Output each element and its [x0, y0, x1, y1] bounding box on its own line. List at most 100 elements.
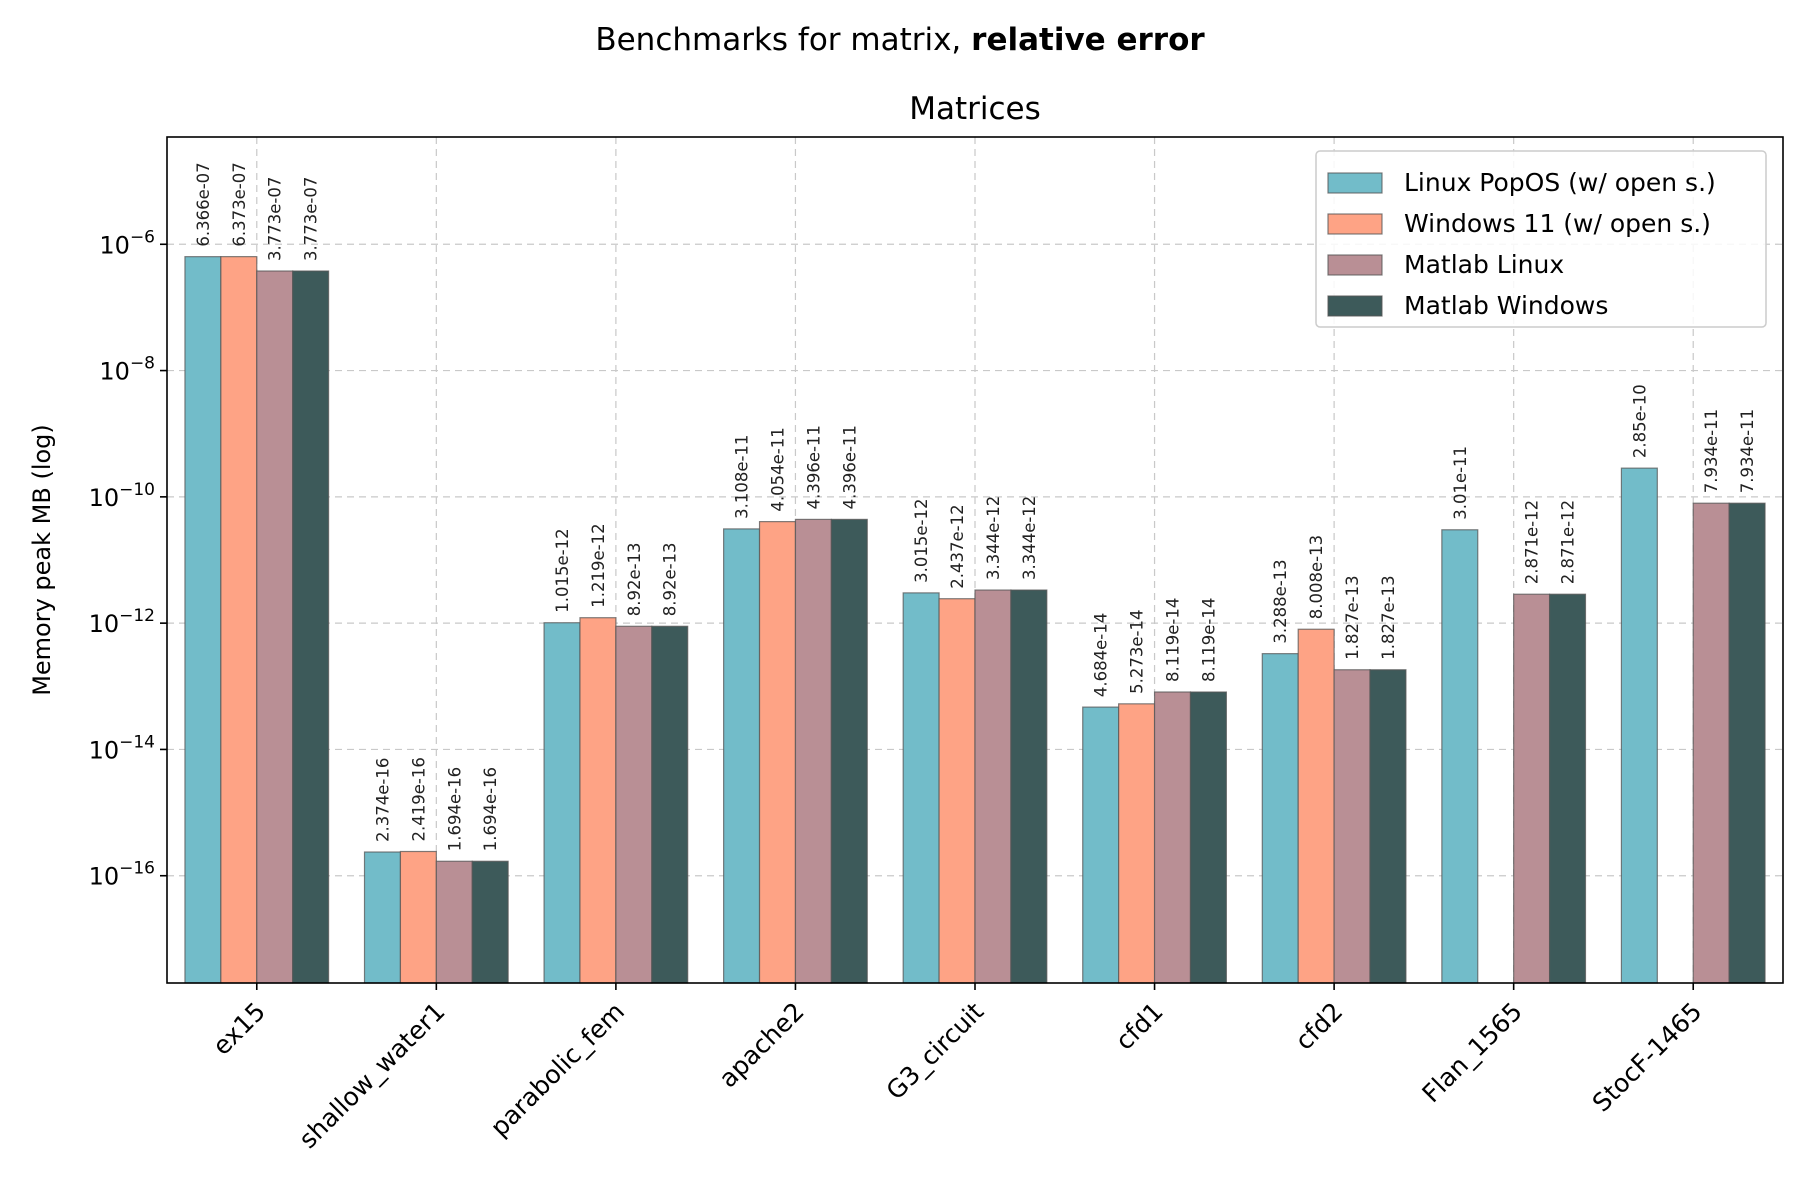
bar	[651, 625, 689, 984]
data-label: 4.054e-11	[768, 427, 787, 511]
bar	[758, 521, 797, 984]
data-label: 1.827e-13	[1379, 575, 1398, 659]
data-label: 1.827e-13	[1343, 575, 1362, 659]
bar	[1692, 502, 1730, 984]
data-label: 3.344e-12	[1020, 496, 1039, 580]
data-label: 3.288e-13	[1271, 559, 1290, 643]
bar	[1441, 529, 1479, 984]
x-ticks-layer: ex15 shallow_water1 parabolic_fem apache2 G3…	[207, 983, 1707, 1154]
bar	[1728, 502, 1766, 984]
legend-swatch	[1327, 172, 1383, 194]
data-label: 3.773e-07	[266, 177, 285, 261]
x-tick-label: apache2	[713, 997, 809, 1093]
chart-suptitle-normal: Benchmarks for matrix,	[595, 22, 971, 58]
y-tick-label: 10−6	[99, 227, 155, 259]
chart-title: Matrices	[909, 91, 1041, 127]
data-label: 4.396e-11	[804, 425, 823, 509]
y-axis-label: Memory peak MB (log)	[28, 424, 56, 696]
data-label: 5.273e-14	[1128, 609, 1147, 693]
bar	[399, 850, 437, 984]
legend-swatch	[1327, 295, 1383, 317]
bar	[1369, 669, 1407, 984]
data-label: 1.694e-16	[481, 767, 500, 851]
legend-label: Matlab Windows	[1404, 291, 1608, 320]
bar	[1548, 593, 1587, 984]
bar	[830, 518, 868, 984]
bar	[974, 589, 1012, 984]
data-label: 6.366e-07	[194, 162, 213, 246]
data-label: 2.85e-10	[1630, 384, 1649, 458]
data-label: 8.92e-13	[661, 542, 680, 616]
data-label: 4.684e-14	[1092, 613, 1111, 697]
bar	[579, 617, 617, 984]
legend-box	[1315, 150, 1767, 328]
data-label: 2.419e-16	[409, 757, 428, 841]
bar	[1261, 653, 1299, 984]
bar	[1513, 593, 1551, 984]
bar	[1118, 703, 1156, 984]
legend-swatch	[1327, 213, 1383, 235]
y-tick-label: 10−10	[89, 480, 155, 512]
x-tick-label: parabolic_fem	[485, 997, 630, 1142]
data-label: 7.934e-11	[1702, 409, 1721, 493]
data-label: 3.108e-11	[733, 435, 752, 519]
data-label: 8.92e-13	[625, 542, 644, 616]
data-label: 8.119e-14	[1199, 598, 1218, 682]
data-label: 4.396e-11	[840, 425, 859, 509]
data-label: 8.119e-14	[1164, 598, 1183, 682]
data-label: 3.015e-12	[912, 499, 931, 583]
bar	[938, 598, 976, 984]
bar	[794, 518, 832, 984]
bar	[256, 270, 294, 984]
bar	[471, 860, 509, 984]
data-label: 3.773e-07	[302, 177, 321, 261]
data-labels-layer: 6.366e-07 2.374e-16 1.015e-12 3.108e-11 3.01…	[194, 162, 1757, 851]
chart-suptitle: Benchmarks for matrix, relative error	[595, 22, 1205, 58]
data-label: 8.008e-13	[1307, 535, 1326, 619]
x-tick-label: Flan_1565	[1416, 997, 1527, 1108]
bar	[1189, 691, 1227, 984]
bars-layer	[184, 256, 1766, 984]
legend-label: Matlab Linux	[1404, 250, 1564, 279]
bar	[363, 851, 402, 984]
bar	[1333, 669, 1371, 984]
legend-swatch	[1327, 254, 1383, 276]
bar	[615, 625, 653, 984]
bar	[1297, 628, 1335, 984]
data-label: 1.219e-12	[589, 523, 608, 607]
x-tick-label: cfd1	[1110, 997, 1169, 1056]
bar	[1153, 691, 1192, 984]
legend: Linux PopOS (w/ open s.) Windows 11 (w/ o…	[1315, 150, 1767, 328]
bar	[220, 256, 258, 984]
y-tick-label: 10−8	[99, 354, 155, 386]
bar	[292, 270, 330, 984]
x-tick-label: StocF-1465	[1587, 997, 1708, 1118]
data-label: 1.694e-16	[445, 767, 464, 851]
data-label: 1.015e-12	[553, 528, 572, 612]
bar	[723, 528, 761, 984]
x-tick-label: ex15	[207, 997, 271, 1061]
bar	[1010, 589, 1048, 984]
data-label: 3.01e-11	[1451, 446, 1470, 520]
legend-label: Linux PopOS (w/ open s.)	[1404, 168, 1716, 197]
y-tick-label: 10−12	[89, 606, 155, 638]
bar	[543, 622, 581, 984]
bar	[1620, 467, 1658, 984]
y-tick-label: 10−16	[89, 859, 155, 891]
data-label: 7.934e-11	[1738, 409, 1757, 493]
bar	[902, 592, 940, 984]
data-label: 2.437e-12	[948, 504, 967, 588]
data-label: 2.374e-16	[373, 758, 392, 842]
data-label: 2.871e-12	[1523, 500, 1542, 584]
data-label: 2.871e-12	[1559, 500, 1578, 584]
bar	[184, 256, 222, 984]
chart-suptitle-bold: relative error	[971, 22, 1205, 58]
data-label: 3.344e-12	[984, 496, 1003, 580]
x-tick-label: shallow_water1	[293, 997, 450, 1154]
bar	[1082, 706, 1120, 984]
x-tick-label: G3_circuit	[881, 997, 990, 1106]
x-tick-label: cfd2	[1289, 997, 1348, 1056]
y-ticks-layer: 10−6 10−8 10−10 10−12 10−14 10−16	[89, 227, 167, 891]
